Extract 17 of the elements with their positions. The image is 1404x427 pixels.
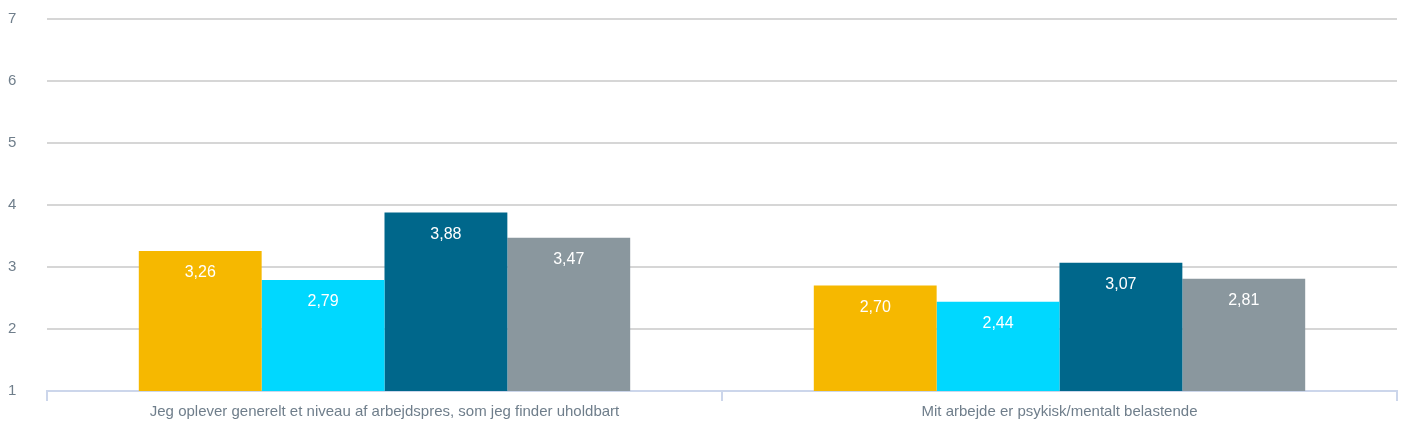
data-label: 2,81 bbox=[1228, 291, 1260, 309]
y-tick-label: 3 bbox=[8, 257, 17, 275]
y-tick-label: 6 bbox=[8, 71, 17, 89]
data-label: 3,07 bbox=[1105, 275, 1137, 293]
y-tick-label: 4 bbox=[8, 195, 17, 213]
data-label: 3,88 bbox=[430, 224, 462, 242]
data-label: 2,44 bbox=[982, 314, 1014, 332]
y-tick-label: 5 bbox=[8, 133, 17, 151]
y-tick-label: 7 bbox=[8, 9, 17, 27]
data-label: 2,79 bbox=[307, 292, 339, 310]
data-label: 3,26 bbox=[184, 263, 216, 281]
y-tick-label: 1 bbox=[8, 381, 17, 399]
x-tick-label: Mit arbejde er psykisk/mentalt belastende bbox=[921, 402, 1198, 420]
data-label: 3,47 bbox=[553, 250, 585, 268]
data-label: 2,70 bbox=[859, 298, 891, 316]
y-tick-label: 2 bbox=[8, 319, 17, 337]
x-tick-label: Jeg oplever generelt et niveau af arbejdspres, som jeg finder uholdbart bbox=[149, 402, 621, 420]
